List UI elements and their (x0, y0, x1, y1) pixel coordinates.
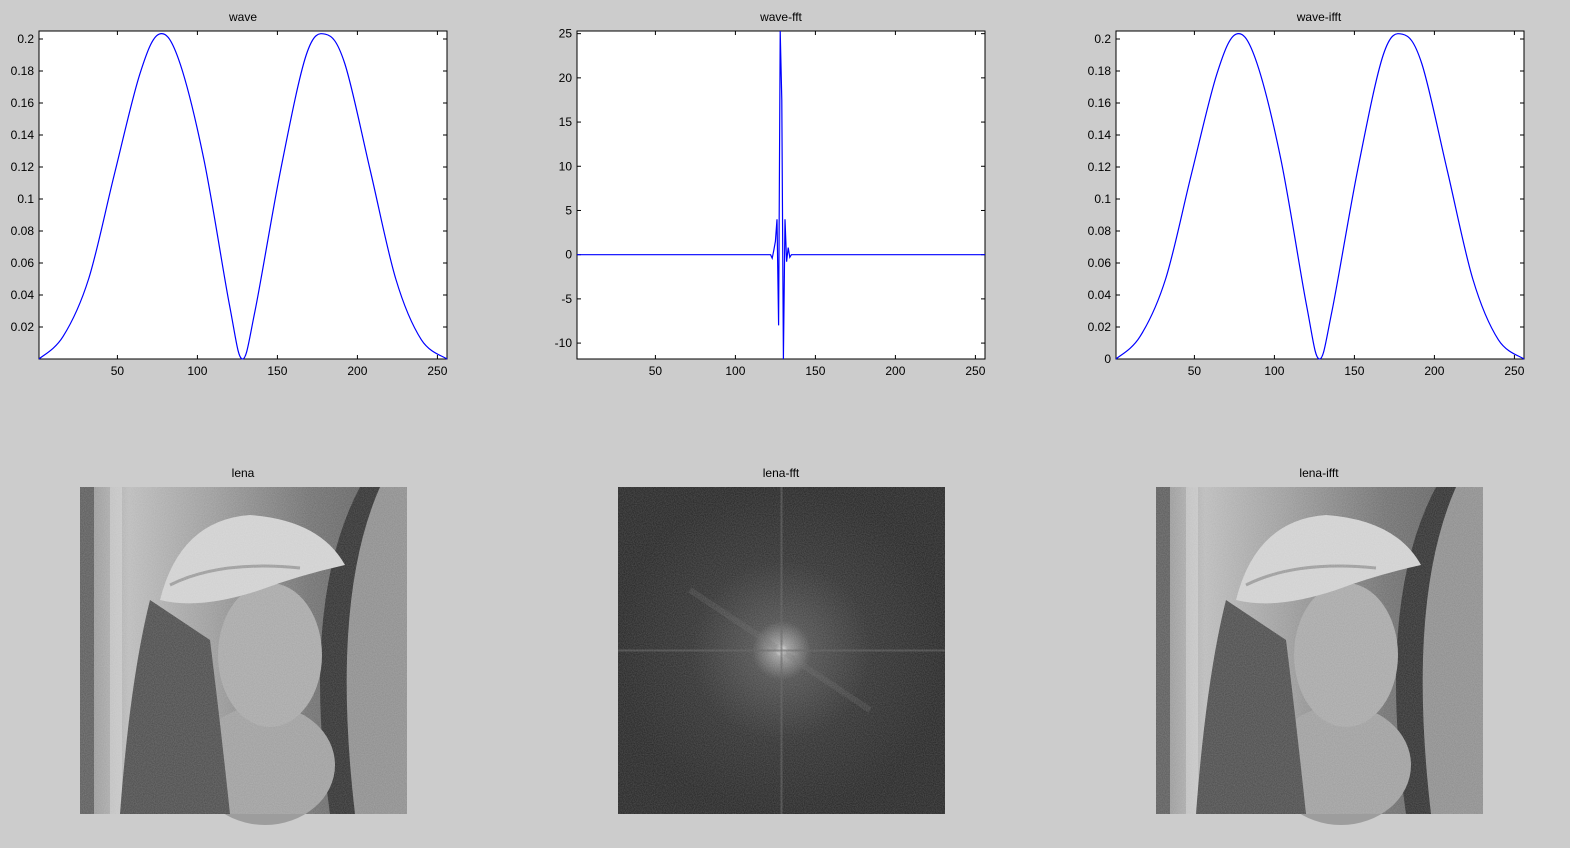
lena-fft-image-panel: lena-fft (618, 466, 945, 814)
y-tick-label: 0.14 (11, 128, 35, 142)
x-axis-ticks: 50 100 150 200 250 (111, 31, 448, 378)
y-axis-ticks: -10 -5 0 5 10 15 20 25 (555, 27, 985, 350)
wave-ifft-line (1116, 34, 1524, 359)
plot-title: wave-fft (759, 10, 802, 24)
y-tick-label: 15 (559, 115, 573, 129)
y-tick-label: 0 (1104, 352, 1111, 366)
y-tick-label: 0.08 (11, 224, 35, 238)
y-tick-label: 0.1 (17, 192, 34, 206)
wave-plot: wave 50 100 150 200 250 0.020.040.060.080.10… (11, 10, 448, 378)
wave-fft-plot: wave-fft 50 100 150 200 250 -10 -5 0 5 10 15 20 25 (555, 10, 986, 378)
x-axis-ticks: 50 100 150 200 250 (649, 31, 986, 378)
lena-image-panel: lena (80, 466, 407, 825)
y-tick-label: 20 (559, 71, 573, 85)
plot-title: wave-ifft (1296, 10, 1342, 24)
x-tick-label: 50 (1188, 364, 1202, 378)
y-tick-label: 0 (565, 248, 572, 262)
x-tick-label: 200 (885, 364, 905, 378)
x-tick-label: 150 (1344, 364, 1364, 378)
wave-line (39, 34, 447, 359)
y-tick-label: 0.12 (11, 160, 35, 174)
x-tick-label: 250 (1504, 364, 1524, 378)
x-tick-label: 200 (347, 364, 367, 378)
y-tick-label: 0.18 (1088, 64, 1112, 78)
y-tick-label: 25 (559, 27, 573, 41)
image-title: lena-ifft (1299, 466, 1339, 480)
y-tick-label: 5 (565, 203, 572, 217)
y-tick-label: 0.18 (11, 64, 35, 78)
x-tick-label: 50 (111, 364, 125, 378)
x-tick-label: 100 (1264, 364, 1284, 378)
y-tick-label: 0.08 (1088, 224, 1112, 238)
wave-fft-line (577, 31, 985, 359)
lena-ifft-image-panel: lena-ifft (1156, 466, 1483, 825)
y-tick-label: -10 (555, 336, 573, 350)
y-tick-label: -5 (561, 292, 572, 306)
y-tick-label: 0.04 (1088, 288, 1112, 302)
lena-fft-image (618, 487, 945, 814)
y-tick-label: 0.2 (1094, 32, 1111, 46)
lena-image (80, 487, 407, 825)
y-tick-label: 0.16 (11, 96, 35, 110)
y-tick-label: 10 (559, 159, 573, 173)
plot-area (1115, 30, 1525, 360)
x-tick-label: 200 (1424, 364, 1444, 378)
x-tick-label: 100 (725, 364, 745, 378)
y-tick-label: 0.02 (11, 320, 35, 334)
y-tick-label: 0.1 (1094, 192, 1111, 206)
x-tick-label: 250 (965, 364, 985, 378)
y-tick-label: 0.2 (17, 32, 34, 46)
x-tick-label: 100 (187, 364, 207, 378)
y-tick-label: 0.12 (1088, 160, 1112, 174)
y-tick-label: 0.06 (1088, 256, 1112, 270)
x-tick-label: 50 (649, 364, 663, 378)
wave-ifft-plot: wave-ifft 50 100 150 200 250 0 0.02 0.04 0.06 0.… (1088, 10, 1525, 378)
lena-ifft-image (1156, 487, 1483, 825)
y-tick-label: 0.04 (11, 288, 35, 302)
y-axis-ticks: 0.02 0.04 0.06 0.08 0.1 0.12 0.14 0.16 0.18 0.2 (11, 32, 447, 334)
x-tick-label: 250 (427, 364, 447, 378)
y-axis-ticks: 0 0.02 0.04 0.06 0.08 0.1 0.12 0.14 0.16 0.18 0.2 (1088, 32, 1524, 366)
x-axis-ticks: 50 100 150 200 250 (1188, 31, 1525, 378)
plot-area (38, 30, 448, 360)
image-title: lena-fft (763, 466, 800, 480)
y-tick-label: 0.14 (1088, 128, 1112, 142)
plot-title: wave (228, 10, 257, 24)
y-tick-label: 0.06 (11, 256, 35, 270)
x-tick-label: 150 (805, 364, 825, 378)
y-tick-label: 0.02 (1088, 320, 1112, 334)
y-tick-label: 0.16 (1088, 96, 1112, 110)
image-title: lena (232, 466, 255, 480)
x-tick-label: 150 (267, 364, 287, 378)
